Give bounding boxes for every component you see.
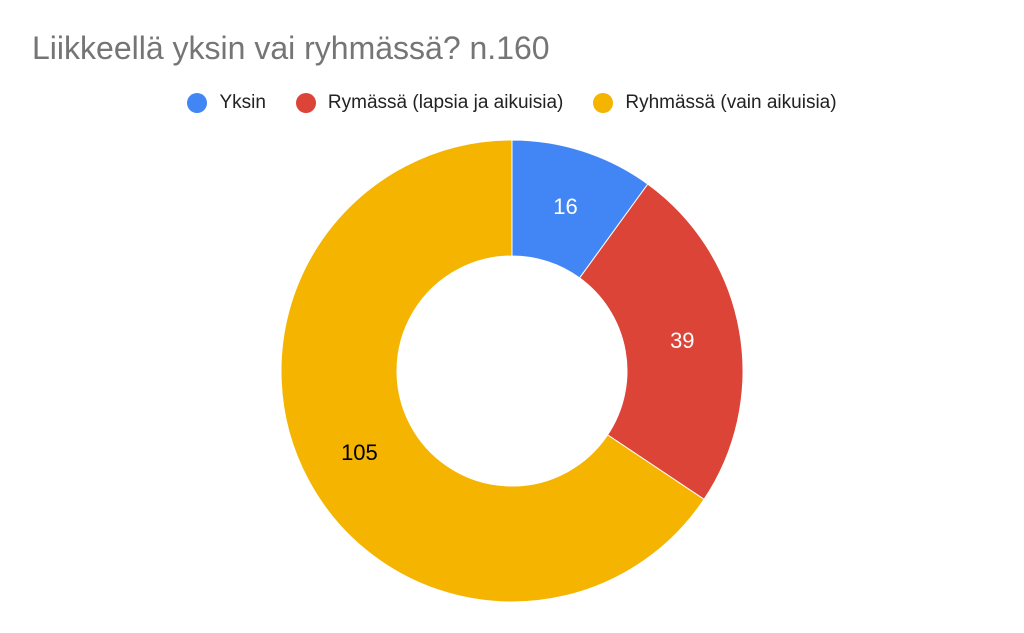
donut-slice-labels: 16 39 105 (341, 194, 694, 465)
chart-title: Liikkeellä yksin vai ryhmässä? n.160 (32, 30, 550, 66)
legend-label-yksin: Yksin (219, 92, 266, 113)
legend-item-yksin[interactable]: Yksin (187, 92, 266, 114)
legend-label-lapsia-ja-aikuisia: Rymässä (lapsia ja aikuisia) (327, 92, 564, 113)
legend-swatch-vain-aikuisia (593, 93, 614, 113)
donut-slice-vain-aikuisia[interactable] (280, 139, 705, 603)
legend-item-lapsia-ja-aikuisia[interactable]: Rymässä (lapsia ja aikuisia) (295, 92, 564, 114)
slice-value-label-yksin: 16 (553, 194, 577, 219)
legend-item-vain-aikuisia[interactable]: Ryhmässä (vain aikuisia) (593, 92, 837, 114)
legend-swatch-yksin (187, 93, 208, 113)
legend-label-vain-aikuisia: Ryhmässä (vain aikuisia) (625, 92, 837, 113)
legend-swatch-lapsia-ja-aikuisia (295, 93, 316, 113)
donut-slice-lapsia-ja-aikuisia[interactable] (578, 183, 744, 501)
slice-value-label-lapsia-ja-aikuisia: 39 (670, 328, 694, 353)
legend: Yksin Rymässä (lapsia ja aikuisia) Ryhmä… (0, 92, 1024, 114)
slice-value-label-vain-aikuisia: 105 (341, 440, 378, 465)
donut-slices (280, 139, 744, 603)
